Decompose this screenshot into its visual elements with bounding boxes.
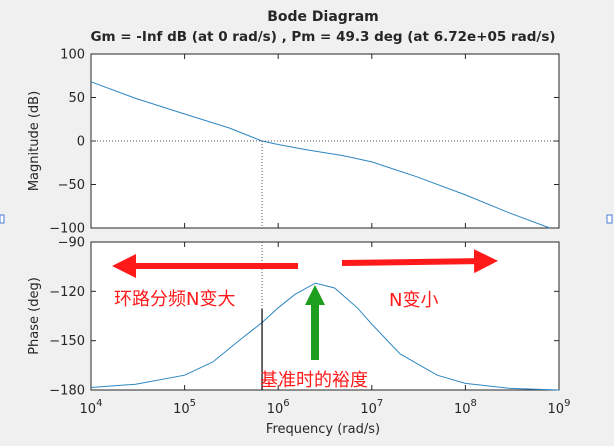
magnitude-y-ticks: −100 −50 0 50 100 xyxy=(49,48,559,237)
green-up-arrow xyxy=(305,285,325,360)
phase-line xyxy=(90,282,560,391)
resize-handle-left[interactable] xyxy=(0,214,5,224)
x-tick-labels: 104 105 106 107 108 109 xyxy=(80,398,571,417)
annotation-right: N变小 xyxy=(389,290,438,311)
phase-x-tick-marks xyxy=(90,242,560,390)
y-tick-label: 0 xyxy=(77,135,85,150)
y-tick-label: 50 xyxy=(68,91,85,106)
magnitude-x-tick-marks xyxy=(90,54,560,228)
phase-y-label: Phase (deg) xyxy=(27,277,42,355)
annotation-bottom: 基准时的裕度 xyxy=(260,370,368,391)
x-tick-label: 104 xyxy=(80,398,103,417)
right-red-arrow xyxy=(341,249,498,274)
crossover-marker xyxy=(91,140,559,228)
y-tick-label: −90 xyxy=(58,236,85,251)
x-tick-label: 109 xyxy=(548,398,571,417)
y-tick-label: −100 xyxy=(49,222,85,237)
annotation-left: 环路分频N变大 xyxy=(114,289,235,310)
x-axis-label: Frequency (rad/s) xyxy=(266,422,380,437)
resize-handle-right[interactable] xyxy=(606,214,613,224)
magnitude-line xyxy=(90,81,551,229)
x-tick-label: 107 xyxy=(360,398,383,417)
y-tick-label: −50 xyxy=(58,178,85,193)
chart-title: Bode Diagram xyxy=(267,9,379,25)
y-tick-label: −180 xyxy=(49,384,85,399)
y-tick-label: −150 xyxy=(49,334,85,349)
magnitude-y-label: Magnitude (dB) xyxy=(27,91,42,191)
chart-subtitle: Gm = -Inf dB (at 0 rad/s) , Pm = 49.3 de… xyxy=(90,29,555,45)
x-tick-label: 106 xyxy=(267,398,290,417)
x-tick-label: 108 xyxy=(454,398,477,417)
phase-y-ticks: −180 −150 −120 −90 xyxy=(49,236,559,399)
y-tick-label: −120 xyxy=(49,285,85,300)
y-tick-label: 100 xyxy=(60,48,85,63)
x-tick-label: 105 xyxy=(173,398,196,417)
